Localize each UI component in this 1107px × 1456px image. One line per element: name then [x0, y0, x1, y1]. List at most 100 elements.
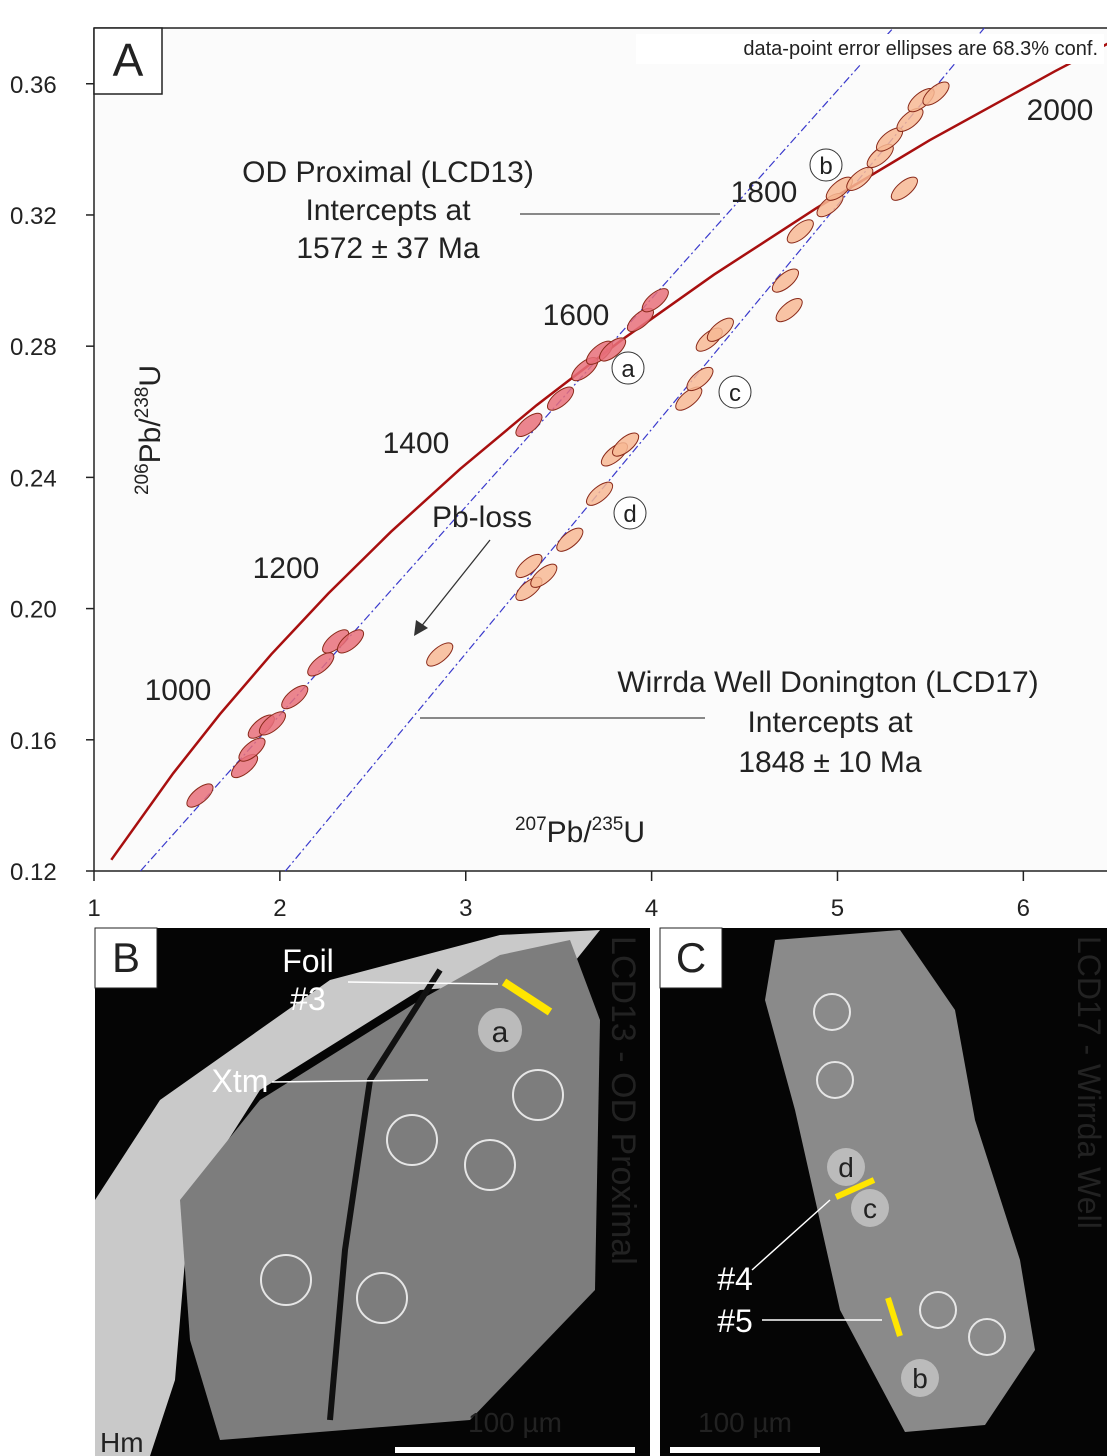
- error-ellipse: [307, 652, 335, 677]
- axis-title-part: 207: [515, 814, 547, 835]
- spot: [813, 993, 851, 1031]
- spot-circle: [613, 496, 647, 530]
- spot-label: b: [819, 153, 832, 180]
- sample-title: LCD17 - Wirrda Well: [1071, 936, 1107, 1229]
- spot-marker: [851, 1189, 889, 1227]
- y-tick-label: 0.32: [10, 203, 57, 230]
- axis-title-part: Pb/: [547, 816, 593, 849]
- leader-line: [347, 981, 499, 985]
- label: Hm: [100, 1427, 144, 1456]
- error-ellipse: [336, 629, 365, 654]
- axis-title-part: 238: [132, 387, 153, 419]
- scale-label: 100 µm: [468, 1407, 562, 1438]
- age-label: 1000: [145, 674, 212, 707]
- error-ellipse: [786, 219, 814, 244]
- spot-label: d: [838, 1152, 854, 1183]
- label: #3: [290, 981, 326, 1017]
- spot-labels: a b c d: [611, 148, 843, 530]
- x-tick-label: 1: [87, 895, 100, 922]
- spot: [356, 1272, 408, 1324]
- spot-marker: [478, 1008, 522, 1052]
- annotation: Intercepts at: [305, 194, 471, 227]
- note: data-point error ellipses are 68.3% conf…: [743, 38, 1098, 60]
- error-ellipse: [846, 166, 874, 191]
- panel-label-box: [94, 927, 158, 989]
- axis-title-part: U: [623, 816, 645, 849]
- label: Xtm: [212, 1063, 269, 1099]
- age-label: 1800: [731, 176, 798, 209]
- y-tick-label: 0.24: [10, 465, 57, 492]
- note-bg: [636, 34, 1104, 64]
- spot: [386, 1114, 438, 1166]
- x-tick-label: 4: [645, 895, 658, 922]
- age-label: 1200: [253, 552, 320, 585]
- plot-layer: [110, 27, 1107, 872]
- age-label: 1400: [383, 427, 450, 460]
- spot-label: b: [912, 1363, 928, 1394]
- axis-title-part: 206: [132, 463, 153, 495]
- spot-label: d: [623, 501, 636, 528]
- spot: [968, 1318, 1006, 1356]
- y-tick-label: 0.20: [10, 597, 57, 624]
- panel-label-box: [659, 927, 723, 989]
- y-tick-label: 0.12: [10, 859, 57, 886]
- error-ellipse: [641, 288, 669, 313]
- label: #4: [717, 1261, 753, 1297]
- annotation: Pb-loss: [432, 501, 532, 534]
- error-ellipse: [612, 432, 640, 457]
- panel-label: B: [112, 934, 140, 981]
- x-axis-title: 207Pb/235U: [515, 814, 645, 849]
- panel-label: C: [676, 934, 706, 981]
- x-tick-label: 3: [459, 895, 472, 922]
- spot-marker: [827, 1148, 865, 1186]
- error-ellipse: [556, 527, 584, 552]
- x-tick-label: 2: [273, 895, 286, 922]
- error-ellipse: [515, 412, 543, 437]
- spot: [919, 1291, 957, 1329]
- crystal: [765, 930, 1035, 1432]
- spot-circle: [718, 375, 752, 409]
- error-ellipse: [896, 107, 924, 132]
- spot: [512, 1069, 564, 1121]
- error-ellipse: [775, 297, 803, 323]
- annotation: Wirrda Well Donington (LCD17): [617, 666, 1038, 699]
- concordia-curve: [110, 42, 1107, 861]
- spot-label: c: [729, 380, 741, 407]
- arrow-head: [414, 620, 428, 636]
- panel-c: d c b C #4 #5 LCD17 - Wirrda Well 100 µm: [659, 927, 1107, 1456]
- leader-line: [751, 1199, 831, 1271]
- age-label: 2000: [1027, 94, 1094, 127]
- spot: [816, 1061, 854, 1099]
- error-ellipse: [238, 737, 266, 762]
- arrow: [419, 539, 491, 629]
- crystal: [180, 940, 600, 1440]
- error-ellipse: [426, 642, 454, 667]
- plot-area: [94, 28, 1107, 871]
- error-ellipse: [890, 176, 918, 201]
- foil-marker: [501, 978, 553, 1016]
- y-tick-label: 0.36: [10, 72, 57, 99]
- axis-title-part: U: [134, 365, 167, 387]
- error-ellipse: [546, 386, 575, 411]
- scale-label: 100 µm: [698, 1407, 792, 1438]
- leader-line: [271, 1079, 429, 1083]
- error-ellipse: [922, 81, 950, 106]
- crack: [327, 968, 443, 1421]
- annotation: OD Proximal (LCD13): [242, 156, 534, 189]
- y-axis-title: 206Pb/238U: [132, 365, 167, 495]
- x-tick-label: 6: [1017, 895, 1030, 922]
- spot-circle: [611, 351, 645, 385]
- spot: [464, 1139, 516, 1191]
- error-ellipse: [258, 711, 286, 736]
- annotation: Intercepts at: [747, 706, 913, 739]
- error-ellipse: [186, 783, 214, 808]
- foil-marker: [834, 1177, 876, 1200]
- error-ellipse: [771, 268, 799, 293]
- error-ellipse: [281, 685, 309, 710]
- annotation: 1848 ± 10 Ma: [738, 746, 922, 779]
- foil-marker: [885, 1297, 903, 1337]
- error-ellipse: [586, 481, 614, 506]
- spot-label: a: [621, 356, 635, 383]
- error-ellipse: [599, 337, 627, 362]
